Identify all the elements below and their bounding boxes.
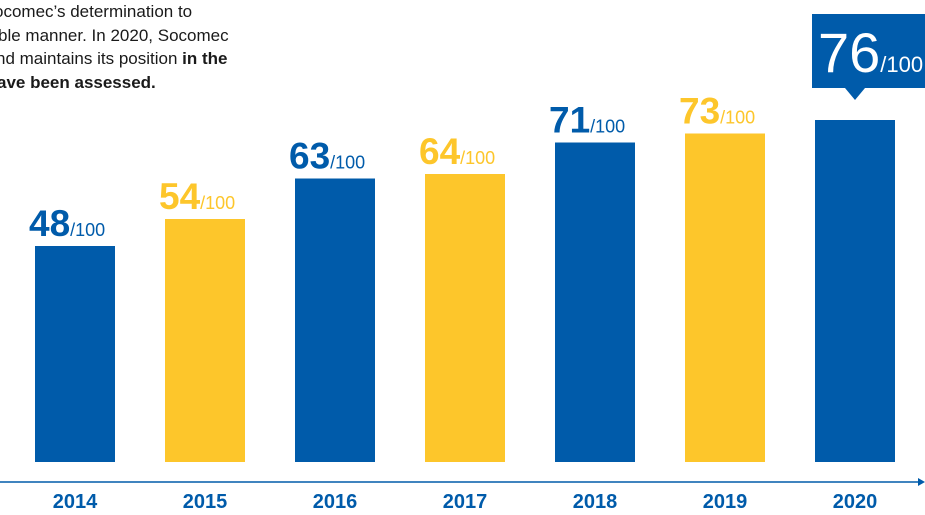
intro-line-1: ocomec’s determination to — [0, 2, 193, 21]
data-label-2020: 76/100 — [818, 21, 923, 84]
bar-2016 — [295, 178, 375, 462]
data-label-2016: 63/100 — [289, 136, 365, 177]
tick-label-2019: 2019 — [703, 491, 748, 513]
bar-2018 — [555, 142, 635, 462]
bar-2017 — [425, 174, 505, 462]
bar-2020 — [815, 120, 895, 462]
intro-line-4: ave been assessed. — [0, 72, 156, 92]
tick-label-2014: 2014 — [53, 491, 98, 513]
intro-text: ocomec’s determination to ble manner. In… — [0, 0, 340, 94]
data-label-2018: 71/100 — [549, 100, 625, 141]
data-label-2015: 54/100 — [159, 176, 235, 217]
bar-2014 — [35, 246, 115, 462]
tick-label-2020: 2020 — [833, 491, 878, 513]
x-axis-arrow-icon — [918, 478, 925, 486]
data-label-2017: 64/100 — [419, 131, 495, 172]
intro-line-3: nd maintains its position in the — [0, 49, 228, 68]
callout-pointer-2020 — [845, 88, 865, 100]
tick-label-2015: 2015 — [183, 491, 228, 513]
data-label-2014: 48/100 — [29, 203, 105, 244]
bar-2019 — [685, 133, 765, 462]
callout-box-2020 — [812, 14, 925, 88]
tick-label-2017: 2017 — [443, 491, 488, 513]
data-label-2019: 73/100 — [679, 91, 755, 132]
intro-line-2: ble manner. In 2020, Socomec — [0, 25, 229, 45]
tick-label-2016: 2016 — [313, 491, 358, 513]
tick-label-2018: 2018 — [573, 491, 618, 513]
bar-2015 — [165, 219, 245, 462]
